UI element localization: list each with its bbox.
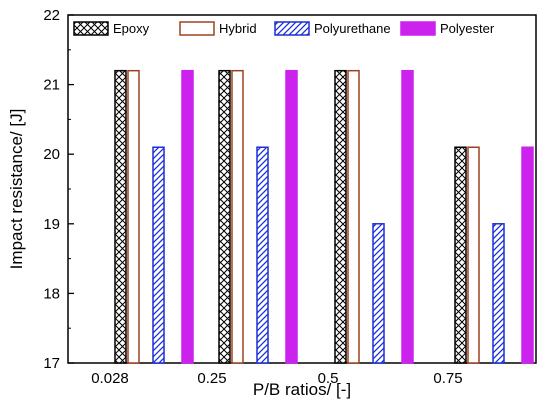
legend-label-polyester: Polyester <box>440 21 495 36</box>
y-tick-label: 22 <box>43 7 60 24</box>
bar-polyurethane-0.25 <box>256 146 269 364</box>
legend-label-polyurethane: Polyurethane <box>314 21 391 36</box>
x-tick-label: 0.25 <box>197 370 226 387</box>
legend-swatch-polyurethane <box>274 21 310 36</box>
y-tick-label: 18 <box>43 285 60 302</box>
bar-hybrid-0.25 <box>231 69 244 364</box>
bar-epoxy-0.5 <box>334 69 347 364</box>
bar-polyester-0.25 <box>285 69 298 364</box>
bar-epoxy-0.75 <box>454 146 467 364</box>
bars-group <box>114 69 534 364</box>
legend-swatch-epoxy <box>73 21 109 36</box>
bar-hybrid-0.028 <box>127 69 140 364</box>
x-axis-title: P/B ratios/ [-] <box>253 380 351 399</box>
y-tick-label: 20 <box>43 146 60 163</box>
legend-swatch-hybrid <box>179 21 215 36</box>
bar-hybrid-0.75 <box>467 146 480 364</box>
x-tick-label: 0.028 <box>91 370 129 387</box>
bar-hybrid-0.5 <box>347 69 360 364</box>
x-tick-label: 0.5 <box>318 370 339 387</box>
y-axis: 17 18 19 20 21 22 <box>43 7 74 372</box>
y-tick-label: 19 <box>43 216 60 233</box>
bar-polyester-0.028 <box>181 69 194 364</box>
bar-polyurethane-0.75 <box>492 223 505 364</box>
bar-polyester-0.5 <box>401 69 414 364</box>
bar-polyurethane-0.028 <box>152 146 165 364</box>
bar-epoxy-0.25 <box>218 69 231 364</box>
legend-label-epoxy: Epoxy <box>113 21 150 36</box>
x-tick-label: 0.75 <box>433 370 462 387</box>
bar-polyester-0.75 <box>521 146 534 364</box>
legend-label-hybrid: Hybrid <box>219 21 257 36</box>
bar-polyurethane-0.5 <box>372 223 385 364</box>
y-tick-label: 21 <box>43 77 60 94</box>
legend: Epoxy Hybrid Polyurethane Polyester <box>73 21 495 36</box>
legend-swatch-polyester <box>400 21 436 36</box>
y-tick-label: 17 <box>43 355 60 372</box>
bar-epoxy-0.028 <box>114 69 127 364</box>
y-axis-title: Impact resistance/ [J] <box>7 109 26 270</box>
